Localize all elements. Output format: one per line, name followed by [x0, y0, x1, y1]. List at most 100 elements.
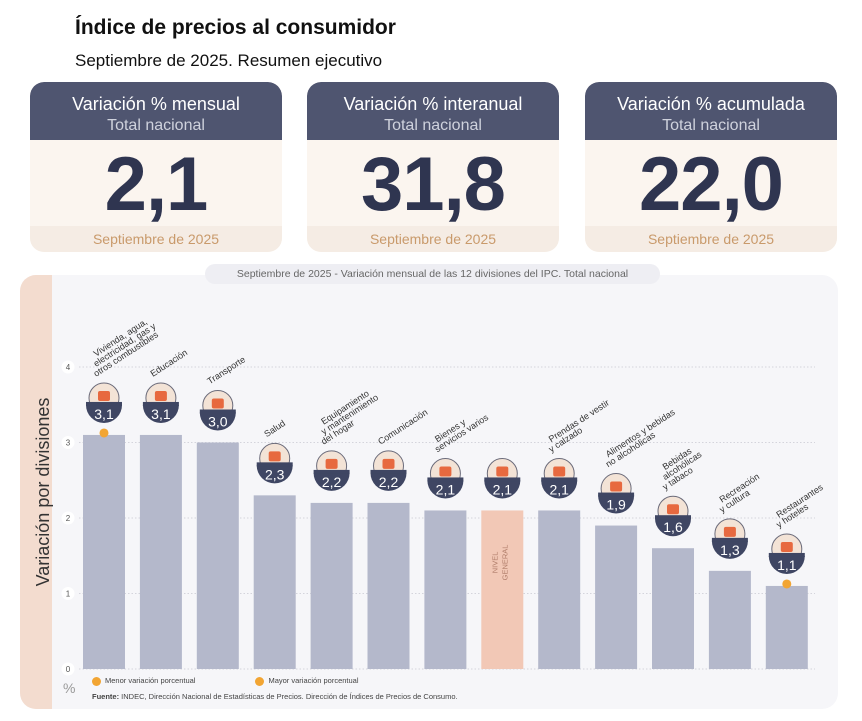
- division-icon-detail: [667, 504, 679, 515]
- value-badge-top: [86, 401, 122, 406]
- value-badge-top: [427, 477, 464, 482]
- division-icon-detail: [154, 390, 167, 401]
- bar: [652, 548, 694, 669]
- value-badge: [711, 540, 748, 559]
- value-badge: [86, 404, 122, 423]
- source-text: INDEC, Dirección Nacional de Estadística…: [119, 692, 458, 701]
- category-label: Prendas de vestir: [547, 398, 611, 445]
- value-badge: [655, 518, 691, 537]
- value-badge: [598, 495, 635, 514]
- division-icon-detail: [780, 541, 793, 552]
- y-tick-label: 0: [66, 665, 71, 674]
- card-value: 22,0: [639, 142, 784, 227]
- value-badge-top: [256, 462, 293, 467]
- max-marker: [99, 428, 109, 438]
- legend-max-label: Mayor variación porcentual: [268, 676, 359, 685]
- value-label: 2,2: [322, 474, 342, 490]
- value-label: 3,0: [208, 414, 228, 430]
- bar: [708, 570, 751, 669]
- value-label: 1,6: [663, 519, 683, 535]
- value-badge-top: [768, 552, 805, 557]
- card-footer: Septiembre de 2025: [30, 226, 282, 252]
- card-header: Variación % interanual Total nacional: [307, 82, 559, 140]
- highlight-bar-label: GENERAL: [500, 545, 509, 581]
- value-badge: [768, 555, 805, 574]
- legend-min-marker: [92, 676, 101, 686]
- card-footer: Septiembre de 2025: [307, 226, 559, 252]
- value-badge: [541, 480, 578, 499]
- value-badge-top: [370, 469, 407, 474]
- page-title: Índice de precios al consumidor: [75, 16, 396, 39]
- division-icon-detail: [98, 390, 110, 401]
- bar: [83, 434, 125, 669]
- value-label: 3,1: [151, 406, 171, 422]
- legend-max-marker: [255, 676, 265, 686]
- min-marker: [782, 579, 792, 589]
- value-label: 1,1: [777, 557, 797, 573]
- bar: [481, 510, 524, 669]
- card-yearly: Variación % interanual Total nacional 31…: [307, 82, 559, 252]
- value-badge-top: [313, 469, 350, 474]
- value-label: 2,2: [379, 474, 399, 490]
- value-label: 3,1: [94, 406, 114, 422]
- highlight-bar-label: NIVEL: [490, 552, 499, 574]
- card-accumulated: Variación % acumulada Total nacional 22,…: [585, 82, 837, 252]
- card-subtitle: Total nacional: [107, 117, 205, 134]
- card-monthly: Variación % mensual Total nacional 2,1 S…: [30, 82, 282, 252]
- y-tick-label: 4: [66, 363, 71, 372]
- category-label: Educación: [149, 347, 190, 378]
- division-icon-detail: [211, 398, 224, 409]
- page-subtitle: Septiembre de 2025. Resumen ejecutivo: [75, 51, 383, 70]
- category-label: Comunicación: [376, 407, 429, 446]
- value-badge: [484, 480, 521, 499]
- legend-min: Menor variación porcentual: [92, 676, 195, 686]
- value-label: 2,1: [549, 481, 569, 497]
- division-icon-detail: [325, 458, 338, 469]
- card-value: 31,8: [361, 142, 506, 227]
- value-badge-top: [142, 401, 179, 406]
- card-title: Variación % acumulada: [617, 94, 805, 114]
- legend-max: Mayor variación porcentual: [255, 676, 359, 686]
- division-icon-detail: [553, 466, 566, 477]
- value-badge-top: [541, 477, 578, 482]
- chart-caption-text: - Variación mensual de las 12 divisiones…: [331, 268, 629, 280]
- legend-min-label: Menor variación porcentual: [105, 676, 196, 685]
- card-title: Variación % interanual: [343, 94, 523, 114]
- y-tick-marker: [61, 587, 75, 600]
- category-label: Alimentos y bebidas: [604, 407, 677, 460]
- card-footer: Septiembre de 2025: [585, 226, 837, 252]
- card-header: Variación % acumulada Total nacional: [585, 82, 837, 140]
- division-icon-detail: [610, 481, 623, 492]
- card-subtitle: Total nacional: [384, 117, 482, 134]
- source-note: Fuente: INDEC, Dirección Nacional de Est…: [92, 692, 458, 701]
- bar: [253, 495, 296, 669]
- value-label: 1,9: [606, 497, 626, 513]
- bar: [424, 510, 467, 669]
- y-tick-marker: [61, 662, 75, 676]
- y-axis-strip: [20, 275, 52, 709]
- chart-legend: Menor variación porcentual Mayor variaci…: [92, 676, 359, 686]
- card-header: Variación % mensual Total nacional: [30, 82, 282, 140]
- bar: [595, 525, 638, 669]
- value-badge: [142, 404, 179, 423]
- value-label: 2,1: [493, 481, 513, 497]
- value-badge: [199, 412, 236, 431]
- y-tick-marker: [61, 360, 75, 374]
- value-badge-top: [199, 409, 236, 414]
- card-subtitle: Total nacional: [662, 117, 760, 134]
- division-icon-detail: [496, 466, 509, 477]
- card-title: Variación % mensual: [72, 94, 240, 114]
- card-value: 2,1: [104, 142, 209, 227]
- division-icon-detail: [382, 458, 395, 469]
- bar: [367, 502, 410, 669]
- category-label: Transporte: [205, 354, 247, 386]
- bar: [538, 510, 581, 669]
- bar: [765, 585, 808, 669]
- bar: [310, 502, 353, 669]
- y-tick-label: 3: [66, 439, 71, 448]
- value-badge: [313, 472, 350, 491]
- value-badge-top: [598, 492, 635, 497]
- value-label: 1,3: [720, 542, 740, 558]
- value-badge: [256, 465, 293, 484]
- y-tick-label: 2: [66, 514, 71, 523]
